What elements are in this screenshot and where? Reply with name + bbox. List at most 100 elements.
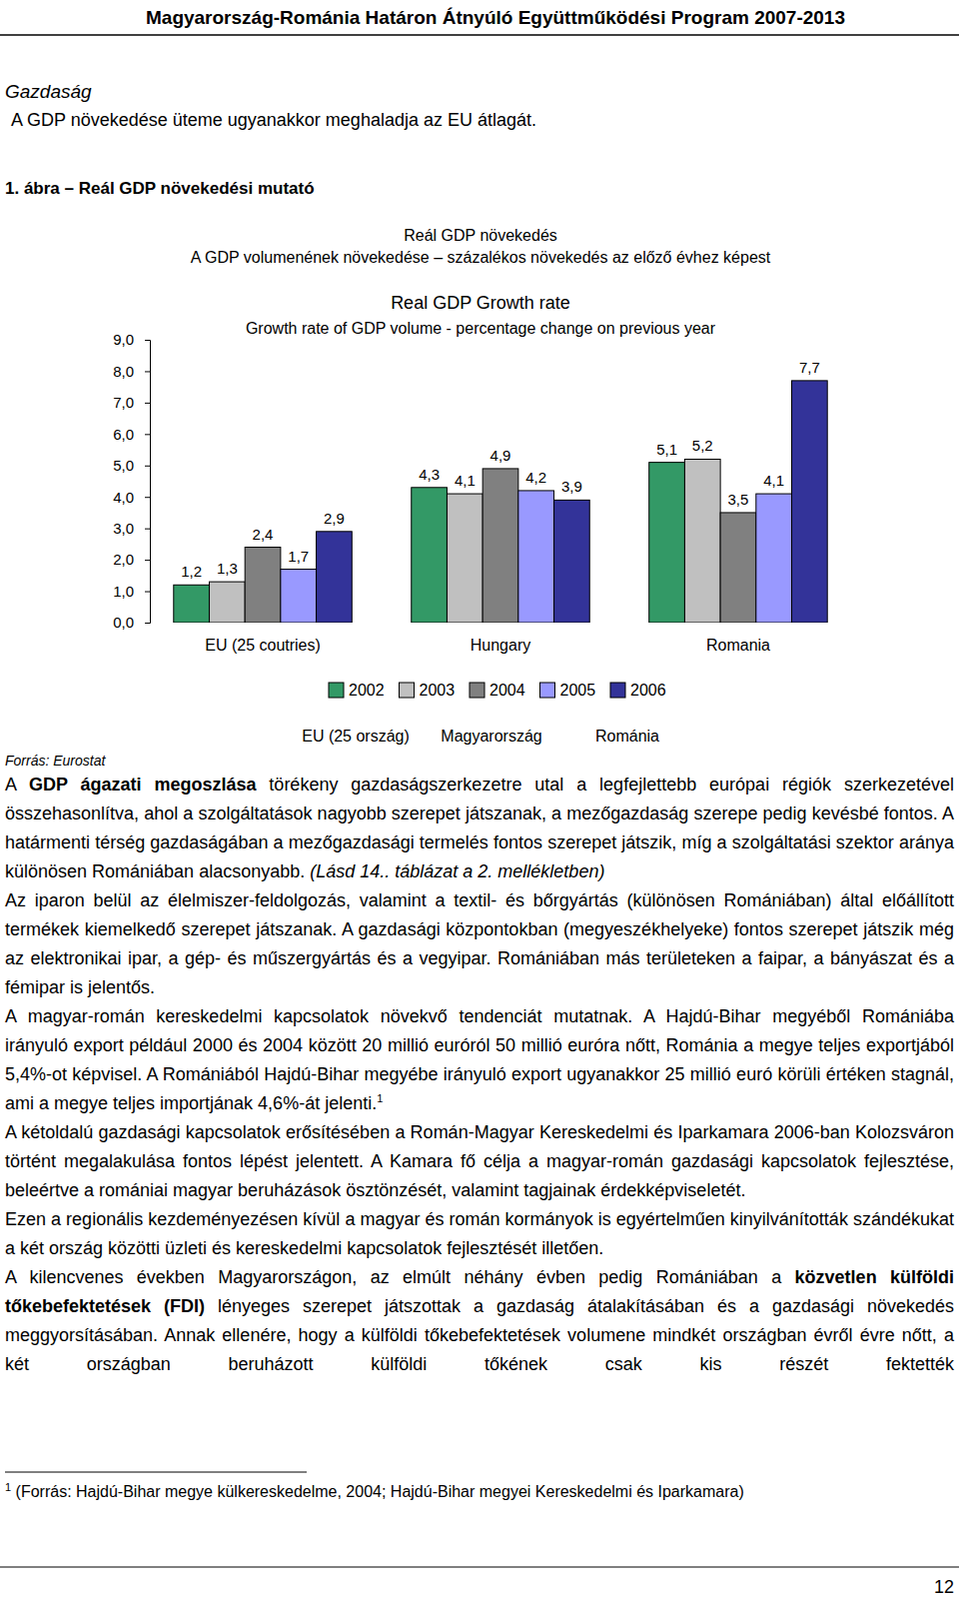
figure-subtitle: A GDP volumenének növekedése – százaléko… [190, 248, 772, 266]
figure-source: Forrás: Eurostat [4, 752, 106, 769]
header-title: Magyarország-Románia Határon Átnyúló Egy… [145, 6, 846, 28]
legend-label: 2004 [489, 681, 526, 699]
y-tick: 7,0 [112, 393, 150, 411]
bar [280, 569, 317, 623]
x-tick: EU (25 coutries) [204, 622, 321, 654]
y-tick-label: 1,0 [112, 582, 134, 600]
annotation: Románia [595, 727, 660, 745]
bar [518, 490, 555, 623]
paragraph: A kilencvenes években Magyarországon, az… [4, 1262, 955, 1379]
data-label: 4,3 [418, 465, 440, 483]
x-tick-label: Hungary [470, 636, 531, 654]
y-tick-label: 5,0 [112, 456, 134, 474]
legend-swatch [469, 682, 485, 698]
x-tick-label: EU (25 coutries) [204, 636, 321, 654]
y-tick-mark [144, 528, 150, 530]
page-number: 12 [934, 1576, 955, 1597]
footer-rule [0, 1566, 959, 1568]
footnote-rule [4, 1471, 307, 1473]
bar [792, 380, 829, 623]
y-tick-mark [144, 591, 150, 593]
legend-label: 2006 [630, 681, 667, 699]
text-run: A [4, 774, 29, 795]
footnote-text: (Forrás: Hajdú-Bihar megye külkereskedel… [15, 1482, 745, 1500]
y-tick-label: 6,0 [112, 425, 134, 443]
y-axis: 0,0 1,0 2,0 3,0 4,0 5,0 6,0 7,0 8,0 9,0 [112, 330, 150, 631]
paragraph: A kétoldalú gazdasági kapcsolatok erősít… [4, 1117, 955, 1205]
bar [720, 512, 757, 623]
legend-swatch [328, 682, 344, 698]
bar [244, 547, 281, 623]
footnote-mark: 1 [4, 1480, 11, 1493]
bar [482, 468, 519, 623]
text-run: A kilencvenes években Magyarországon, az… [4, 1266, 796, 1287]
data-label: 1,7 [287, 547, 309, 565]
bar [756, 493, 793, 623]
y-tick-mark [144, 559, 150, 561]
y-tick-mark [144, 370, 150, 372]
text-run: (Lásd 14.. táblázat a 2. mellékletben) [309, 861, 605, 882]
bar [208, 581, 245, 623]
text-run: Ezen a regionális kezdeményezésen kívül … [4, 1208, 955, 1258]
data-label: 4,1 [454, 471, 476, 489]
y-tick: 0,0 [112, 613, 150, 631]
legend-swatch [610, 682, 626, 698]
y-tick-label: 3,0 [112, 519, 134, 537]
figure-title: Reál GDP növekedés [403, 226, 558, 244]
text-run: GDP ágazati megoszlása [28, 774, 257, 795]
data-label: 5,2 [692, 436, 714, 454]
data-labels: 1,24,35,11,34,15,22,44,93,51,74,24,12,93… [180, 358, 821, 580]
data-label: 3,5 [728, 490, 750, 508]
annotation: EU (25 ország) [301, 727, 410, 745]
section-lead: A GDP növekedése üteme ugyanakkor meghal… [10, 109, 537, 130]
data-label: 2,9 [323, 509, 345, 527]
data-label: 5,1 [656, 440, 678, 458]
footnote: 1 (Forrás: Hajdú-Bihar megye külkeresked… [4, 1479, 905, 1504]
y-tick: 8,0 [112, 362, 150, 380]
y-tick-label: 2,0 [112, 550, 134, 568]
legend-label: 2005 [560, 681, 597, 699]
figure-caption: 1. ábra – Reál GDP növekedési mutató [4, 178, 315, 198]
y-tick-mark [144, 433, 150, 435]
annotation: Magyarország [440, 727, 542, 745]
x-tick: Romania [706, 622, 771, 654]
data-label: 4,9 [490, 446, 512, 464]
y-tick: 3,0 [112, 519, 150, 537]
footnote-ref: 1 [376, 1091, 383, 1104]
bar [554, 499, 591, 623]
legend-swatch [399, 682, 415, 698]
spacer [10, 1482, 15, 1500]
data-label: 4,1 [763, 471, 785, 489]
y-tick: 9,0 [112, 330, 150, 348]
chart-subtitle: Growth rate of GDP volume - percentage c… [245, 319, 717, 337]
data-label: 2,4 [252, 525, 274, 543]
y-tick-label: 8,0 [112, 362, 134, 380]
y-tick-mark [144, 402, 150, 404]
paragraph: A magyar-román kereskedelmi kapcsolatok … [4, 1001, 955, 1118]
y-tick: 4,0 [112, 488, 150, 506]
legend-swatch [540, 682, 556, 698]
y-tick-mark [144, 465, 150, 467]
section-title: Gazdaság [4, 80, 92, 102]
bar [316, 531, 353, 623]
y-tick: 1,0 [112, 582, 150, 600]
bar [173, 584, 210, 623]
y-tick-label: 0,0 [112, 613, 134, 631]
x-tick-label: Romania [706, 636, 771, 654]
paragraph: Ezen a regionális kezdeményezésen kívül … [4, 1204, 955, 1263]
paragraph: A GDP ágazati megoszlása törékeny gazdas… [4, 770, 955, 887]
text-run: Az iparon belül az élelmiszer-feldolgozá… [4, 890, 955, 997]
legend-label: 2002 [348, 681, 385, 699]
bar [649, 462, 686, 623]
data-label: 1,2 [180, 562, 202, 580]
data-label: 4,2 [525, 468, 547, 486]
text-run: A kétoldalú gazdasági kapcsolatok erősít… [4, 1121, 955, 1200]
bar [411, 487, 448, 623]
bar [684, 458, 721, 623]
y-tick: 6,0 [112, 425, 150, 443]
body-text: A GDP ágazati megoszlása törékeny gazdas… [4, 770, 955, 1379]
y-tick-mark [144, 339, 150, 341]
data-label: 1,3 [216, 559, 238, 577]
y-tick-label: 4,0 [112, 488, 134, 506]
y-tick: 5,0 [112, 456, 150, 474]
